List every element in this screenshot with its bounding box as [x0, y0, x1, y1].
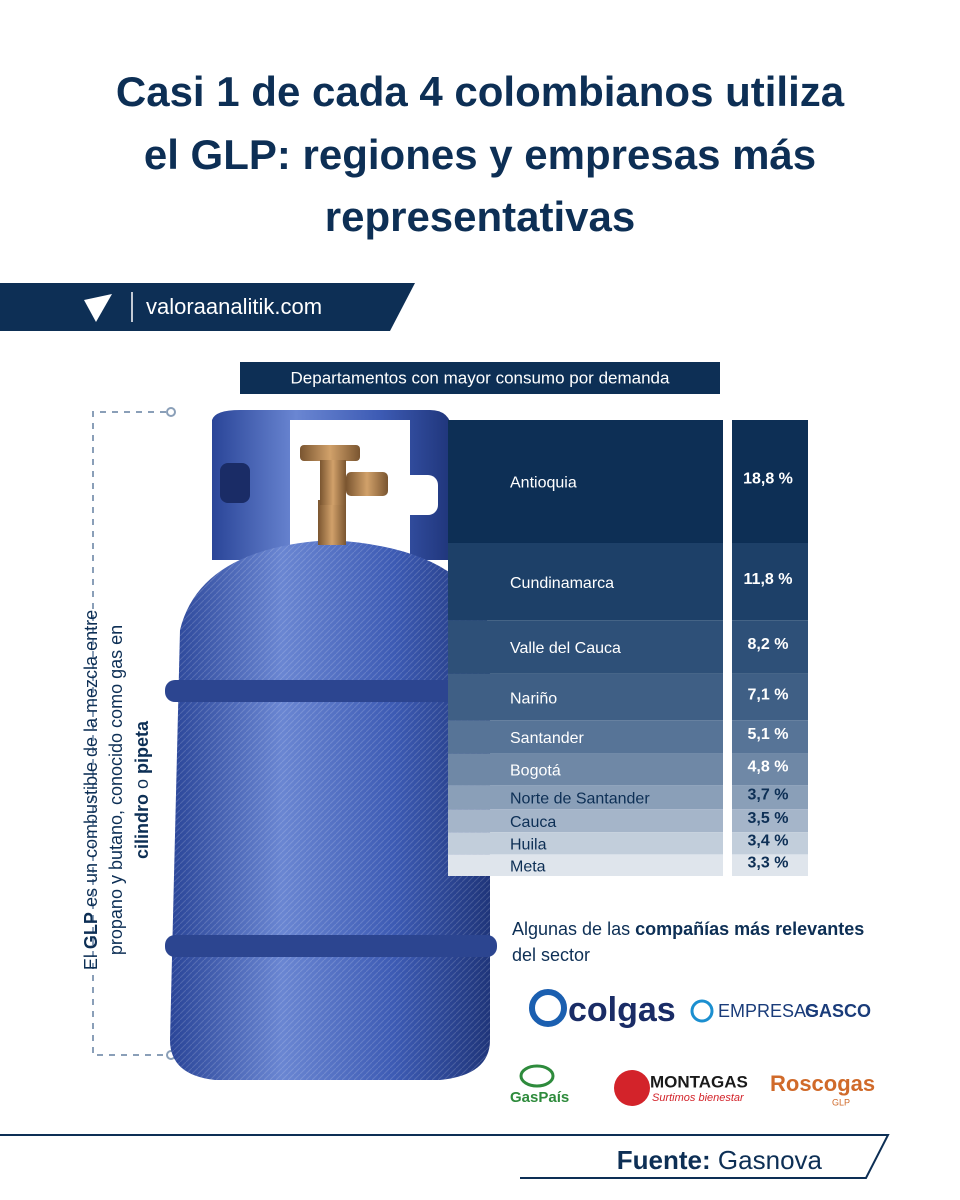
row-bar — [448, 832, 723, 855]
row-bar — [448, 673, 723, 721]
row-value-cell — [732, 785, 808, 810]
row-value: 18,8 % — [743, 471, 793, 488]
note-text: El — [81, 949, 101, 970]
source-line: Fuente: Gasnova — [617, 1145, 823, 1175]
row-label: Norte de Santander — [510, 790, 650, 807]
source-name: Gasnova — [718, 1145, 823, 1175]
cylinder — [165, 410, 497, 1080]
valve-neck — [318, 500, 346, 545]
row-bar — [448, 542, 723, 621]
row-value-cell — [732, 720, 808, 754]
note-text: GLP — [81, 912, 101, 949]
gasco-icon — [690, 999, 714, 1023]
gaspais-icon — [519, 1064, 555, 1088]
row-label: Antioquia — [510, 475, 577, 492]
source-label: Fuente: — [617, 1145, 711, 1175]
row-value: 11,8 % — [744, 571, 793, 588]
companies-note: Algunas de las compañías más relevantes … — [512, 919, 864, 965]
row-value: 3,5 % — [748, 810, 789, 827]
note-text: o — [132, 774, 152, 794]
cylinder-texture — [170, 540, 490, 1080]
row-label: Santander — [510, 730, 585, 747]
row-value: 3,4 % — [748, 833, 789, 850]
logo-text: GasPaís — [510, 1089, 569, 1106]
source-frame — [0, 1134, 890, 1179]
row-value-cell — [732, 542, 808, 621]
logo-text: Surtimos bienestar — [652, 1092, 745, 1104]
logo-text: GASCO — [805, 1001, 871, 1021]
companies-text: Algunas de las — [512, 919, 635, 939]
source: Fuente: Gasnova — [0, 1134, 890, 1179]
row-value-cell — [732, 809, 808, 833]
brand-banner: valoraanalitik.com — [0, 283, 415, 331]
companies-line: del sector — [512, 945, 590, 965]
row-label: Nariño — [510, 690, 557, 707]
subtitle-bg — [240, 362, 720, 394]
companies-line: Algunas de las compañías más relevantes — [512, 919, 864, 939]
colgas-icon — [529, 989, 567, 1027]
dashed-bracket — [92, 411, 166, 1056]
logo-text: EMPRESAS — [718, 1001, 818, 1021]
row-bar — [448, 620, 723, 674]
chart-subtitle: Departamentos con mayor consumo por dema… — [291, 368, 670, 387]
row-value-cell — [732, 832, 808, 855]
row-value-cell — [732, 620, 808, 674]
logos: colgas EMPRESAS GASCO GasPaís MONTAGAS S… — [510, 989, 875, 1107]
logo-text: MONTAGAS — [650, 1072, 748, 1091]
side-note: El GLP es un combustible de la mezcla en… — [81, 610, 152, 970]
row-label: Huila — [510, 837, 547, 854]
logo-text: colgas — [568, 991, 676, 1029]
note-line: propano y butano, conocido como gas en — [106, 625, 126, 955]
note-text: es un combustible de la mezcla entre — [81, 610, 101, 912]
note-line: El GLP es un combustible de la mezcla en… — [81, 610, 101, 970]
montagas-icon — [614, 1070, 650, 1106]
row-bar — [448, 753, 723, 786]
row-label: Meta — [510, 858, 546, 875]
row-bar — [448, 854, 723, 876]
row-bar — [448, 720, 723, 754]
rows-area: Antioquia 18,8 % Cundinamarca 11,8 % Valle d… — [448, 420, 808, 876]
row-value: 3,3 % — [748, 854, 789, 871]
row-value-cell — [732, 753, 808, 786]
row-value: 4,8 % — [748, 759, 789, 776]
title-line: Casi 1 de cada 4 colombianos utiliza — [116, 68, 845, 115]
title-line: el GLP: regiones y empresas más — [144, 131, 816, 178]
logo-text: GLP — [832, 1097, 850, 1107]
row-value: 3,7 % — [748, 786, 789, 803]
row-bar — [448, 785, 723, 810]
valve-body — [320, 460, 346, 505]
logo-text: Roscogas — [770, 1071, 875, 1096]
row-label: Bogotá — [510, 763, 561, 780]
cylinder-ring — [165, 935, 497, 957]
valve-knob — [300, 445, 360, 461]
note-line: cilindro o pipeta — [132, 720, 152, 859]
row-label: Valle del Cauca — [510, 640, 621, 657]
bracket-end — [166, 407, 176, 417]
brand-icon — [84, 294, 112, 322]
row-value-cell — [732, 673, 808, 721]
cylinder-ring — [165, 680, 497, 702]
website: valoraanalitik.com — [146, 294, 322, 319]
row-value-cell — [732, 420, 808, 543]
title-line: representativas — [325, 193, 636, 240]
row-value: 5,1 % — [748, 726, 789, 743]
title: Casi 1 de cada 4 colombianos utiliza el … — [116, 68, 845, 240]
companies-text: compañías más relevantes — [635, 919, 864, 939]
row-bar — [448, 420, 723, 543]
row-value: 7,1 % — [748, 686, 789, 703]
note-text: cilindro — [132, 794, 152, 859]
handle-hole — [220, 463, 250, 503]
note-text: propano y butano, conocido como gas en — [106, 625, 126, 955]
row-label: Cauca — [510, 814, 556, 831]
valve-outlet — [346, 472, 388, 496]
companies-text: del sector — [512, 945, 590, 965]
row-bar — [448, 809, 723, 833]
row-label: Cundinamarca — [510, 575, 614, 592]
row-value: 8,2 % — [748, 636, 789, 653]
row-value-cell — [732, 854, 808, 876]
note-text: pipeta — [132, 720, 152, 774]
banner-bg — [0, 283, 415, 331]
